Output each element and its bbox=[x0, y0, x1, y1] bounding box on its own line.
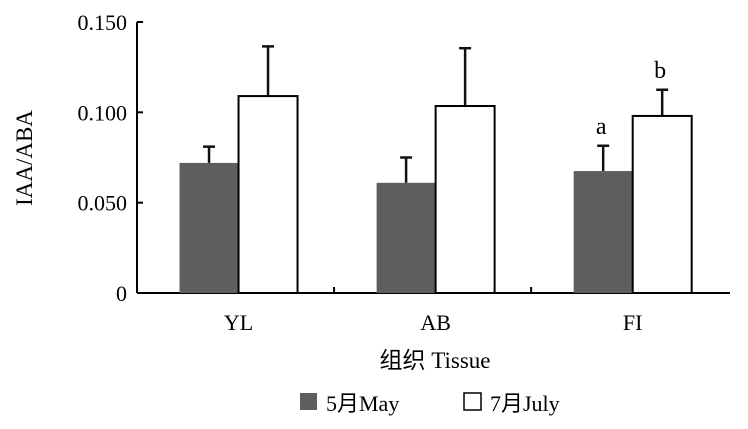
significance-label: b bbox=[654, 58, 666, 84]
legend-label-july: 7月July bbox=[490, 391, 560, 416]
y-tick-label: 0.050 bbox=[78, 191, 128, 216]
y-tick-label: 0.150 bbox=[78, 10, 128, 35]
legend-label-may: 5月May bbox=[326, 391, 399, 416]
bar-YL-1 bbox=[237, 95, 299, 294]
bar-AB-0 bbox=[376, 182, 436, 293]
legend-swatch-july bbox=[463, 392, 482, 411]
bar-AB-1 bbox=[434, 105, 496, 295]
x-tick-label: YL bbox=[224, 310, 253, 335]
bar-YL-0 bbox=[179, 162, 239, 293]
x-tick-label: FI bbox=[623, 310, 643, 335]
legend-swatch-may bbox=[300, 393, 317, 410]
bar-FI-1 bbox=[631, 114, 693, 294]
y-tick-label: 0.100 bbox=[78, 100, 128, 125]
significance-label: a bbox=[596, 114, 607, 140]
x-axis-label: 组织 Tissue bbox=[380, 348, 491, 373]
bar-FI-0 bbox=[573, 171, 633, 293]
axes: 0 0.050 0.100 0.150 YL AB FI bbox=[78, 10, 730, 335]
y-tick-label: 0 bbox=[116, 281, 127, 306]
legend: 5月May 7月July bbox=[300, 391, 560, 416]
y-axis-label: IAA/ABA bbox=[12, 110, 37, 206]
bars: ab bbox=[179, 45, 693, 295]
x-tick-label: AB bbox=[420, 310, 451, 335]
